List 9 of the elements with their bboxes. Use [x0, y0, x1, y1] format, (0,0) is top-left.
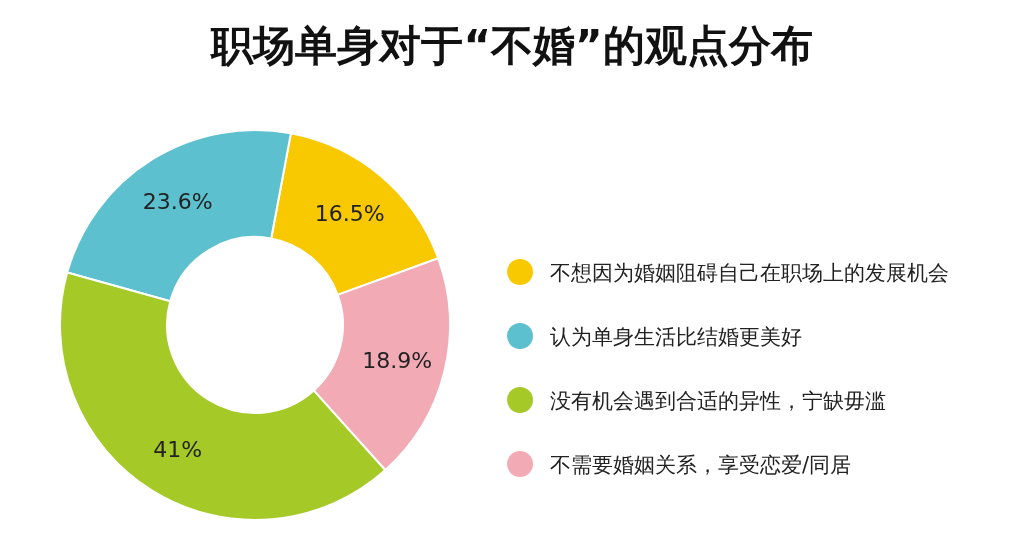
data-label: 18.9% — [362, 348, 433, 374]
legend-label: 不想因为婚姻阻碍自己在职场上的发展机会 — [550, 261, 949, 285]
legend-label: 不需要婚姻关系，享受恋爱/同居 — [550, 453, 852, 477]
legend-label: 没有机会遇到合适的异性，宁缺毋滥 — [550, 389, 886, 413]
data-label: 16.5% — [314, 201, 385, 227]
data-label: 23.6% — [142, 188, 213, 214]
chart-title: 职场单身对于“不婚”的观点分布 — [209, 21, 813, 70]
legend-label: 认为单身生活比结婚更美好 — [550, 325, 802, 349]
data-label: 41% — [153, 437, 203, 463]
